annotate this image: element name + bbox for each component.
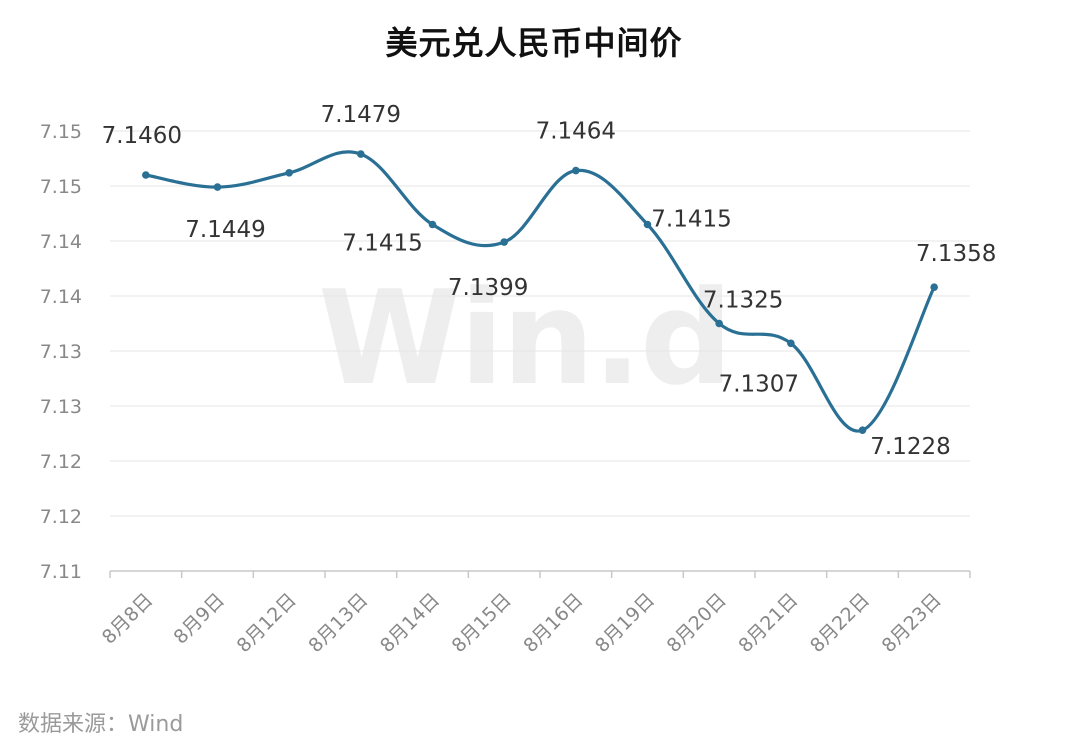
y-tick-label: 7.14 <box>40 286 82 308</box>
x-tick-label: 8月14日 <box>376 589 444 657</box>
y-tick-label: 7.15 <box>40 121 82 143</box>
data-label: 7.1415 <box>342 231 422 257</box>
y-tick-label: 7.13 <box>40 396 82 418</box>
y-tick-label: 7.13 <box>40 341 82 363</box>
source-note: 数据来源：Wind <box>18 712 184 737</box>
data-label: 7.1325 <box>703 288 783 314</box>
chart-title: 美元兑人民币中间价 <box>385 24 683 62</box>
x-tick-label: 8月20日 <box>663 589 731 657</box>
data-label: 7.1449 <box>185 217 265 243</box>
x-tick-label: 8月13日 <box>304 589 372 657</box>
data-label: 7.1464 <box>536 119 616 145</box>
data-label: 7.1479 <box>321 102 401 128</box>
data-point <box>715 319 723 328</box>
y-tick-label: 7.11 <box>40 561 82 583</box>
y-tick-label: 7.15 <box>40 176 82 198</box>
series-line <box>144 150 936 433</box>
data-label: 7.1415 <box>651 207 731 233</box>
data-point <box>213 183 222 191</box>
x-tick-label: 8月8日 <box>98 589 158 649</box>
data-point <box>858 426 867 435</box>
x-tick-label: 8月21日 <box>734 589 802 657</box>
data-point <box>285 169 293 177</box>
x-tick-label: 8月23日 <box>878 589 946 657</box>
x-tick-label: 8月12日 <box>233 589 301 657</box>
data-point <box>500 238 508 246</box>
y-tick-label: 7.12 <box>40 451 82 473</box>
y-tick-label: 7.12 <box>40 506 82 528</box>
data-label: 7.1358 <box>916 241 996 267</box>
data-label: 7.1460 <box>102 123 182 149</box>
data-point <box>572 166 580 175</box>
data-point <box>357 150 365 158</box>
data-point <box>643 220 652 229</box>
x-tick-label: 8月19日 <box>591 589 659 657</box>
x-tick-label: 8月16日 <box>519 589 587 657</box>
data-label: 7.1228 <box>870 434 950 460</box>
data-point <box>428 220 437 229</box>
x-tick-label: 8月9日 <box>170 589 230 649</box>
x-tick-label: 8月15日 <box>448 589 516 657</box>
data-label: 7.1399 <box>448 275 528 301</box>
data-point <box>142 171 150 179</box>
data-label: 7.1307 <box>719 371 799 397</box>
y-tick-label: 7.14 <box>40 231 82 253</box>
x-tick-label: 8月22日 <box>806 589 874 657</box>
wind-watermark: Win.d <box>318 262 733 414</box>
data-point <box>930 283 938 292</box>
data-point <box>787 339 795 348</box>
